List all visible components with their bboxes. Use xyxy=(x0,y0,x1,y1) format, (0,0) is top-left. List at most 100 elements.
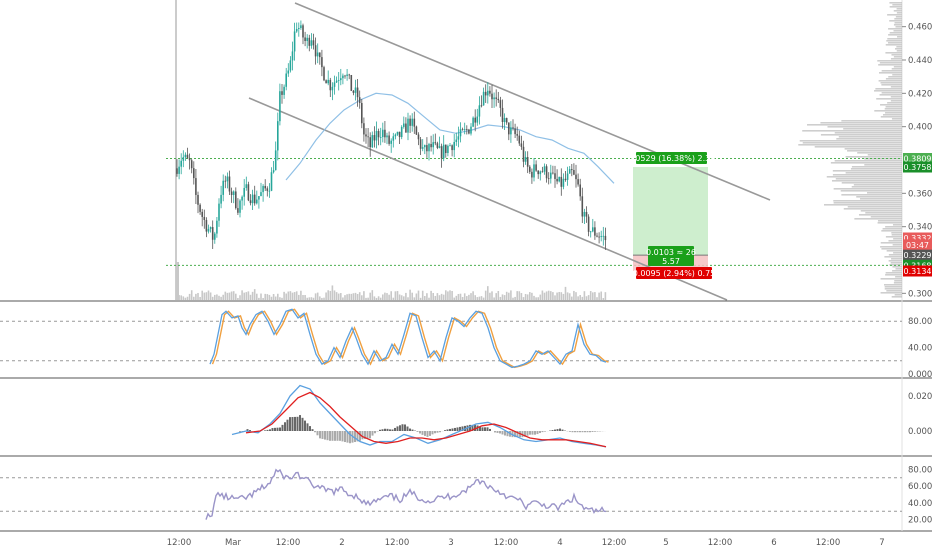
time-tick-label: 12:00 xyxy=(167,538,192,548)
volume-bar xyxy=(424,296,426,300)
candle-body xyxy=(207,228,210,232)
price-tag-label: 0.3134 xyxy=(904,267,932,276)
volume-bar xyxy=(579,295,581,300)
volume-bar xyxy=(394,291,397,300)
candle-body xyxy=(243,187,245,197)
candle-body xyxy=(277,121,279,151)
volume-bar xyxy=(333,290,336,300)
volume-profile-bar xyxy=(881,92,902,94)
macd-histogram-bar xyxy=(579,431,581,433)
candle-body xyxy=(293,31,296,52)
volume-bar xyxy=(524,293,527,300)
candle-body xyxy=(445,144,447,154)
candle-body xyxy=(270,172,273,191)
macd-histogram-bar xyxy=(574,431,576,433)
volume-profile-bar xyxy=(895,48,902,50)
volume-bar xyxy=(348,293,350,300)
macd-histogram-bar xyxy=(536,431,539,435)
volume-bar xyxy=(186,296,189,300)
candle-body xyxy=(323,67,325,81)
price-tag-label: 0.3758 xyxy=(904,163,932,172)
candle-body xyxy=(449,145,451,147)
volume-profile-bar xyxy=(851,166,902,168)
candle-body xyxy=(583,211,586,217)
candle-body xyxy=(220,194,222,204)
candle-body xyxy=(340,78,342,81)
candle-body xyxy=(314,45,317,57)
candle-body xyxy=(304,37,306,42)
volume-bar xyxy=(447,291,449,300)
candle-body xyxy=(327,79,329,84)
candle-body xyxy=(350,75,353,91)
candle-body xyxy=(224,180,227,182)
macd-histogram-bar xyxy=(286,419,289,431)
volume-profile-bar xyxy=(882,114,902,116)
price-tag-bg xyxy=(903,153,932,164)
volume-bar xyxy=(545,291,548,300)
candle-body xyxy=(289,60,292,71)
candle-body xyxy=(560,176,563,187)
candle-body xyxy=(564,178,567,180)
macd-histogram-bar xyxy=(291,417,294,431)
candle-body xyxy=(394,134,397,137)
candle-body xyxy=(214,233,216,240)
target-label: 0.0529 (16.38%) 2.38 xyxy=(628,154,716,163)
candle-body xyxy=(308,37,311,46)
candle-body xyxy=(415,126,418,135)
volume-bar xyxy=(587,295,590,300)
price-tag-label: 03:47 xyxy=(906,241,929,250)
macd-histogram-bar xyxy=(326,431,329,441)
volume-profile-bar xyxy=(894,18,902,20)
volume-bar xyxy=(335,292,338,300)
price-tags: 0.38090.37580.333203:470.32290.31680.313… xyxy=(903,153,932,277)
volume-profile-bar xyxy=(881,70,902,72)
volume-profile-bar xyxy=(878,64,902,66)
volume-profile-bar xyxy=(880,292,902,294)
volume-bar xyxy=(495,293,497,300)
volume-profile-bar xyxy=(886,40,902,42)
descending-channel[interactable] xyxy=(248,2,771,301)
volume-profile-bar xyxy=(879,94,902,96)
candle-body xyxy=(596,235,598,237)
volume-bar xyxy=(249,294,252,300)
volume-bar xyxy=(560,292,563,300)
candle-body xyxy=(577,179,579,185)
volume-bar xyxy=(308,297,311,300)
volume-bar xyxy=(589,291,592,300)
candle-body xyxy=(592,227,594,232)
time-axis[interactable]: 12:00 Mar 12:00 2 12:00 3 12:00 4 12:00 5 12:00 6 12… xyxy=(167,538,885,548)
volume-profile-bar xyxy=(892,4,902,6)
candle-body xyxy=(457,136,460,140)
candle-body xyxy=(295,29,298,32)
candle-body xyxy=(306,37,308,42)
macd-histogram-bar xyxy=(336,431,339,441)
candle-body xyxy=(417,134,420,140)
price-panel[interactable]: 0.0529 (16.38%) 2.38 0.0103 ≈ 265.57 0.009… xyxy=(166,2,902,301)
volume-bar xyxy=(291,292,294,300)
candle-body xyxy=(211,227,214,240)
candle-body xyxy=(571,169,573,171)
volume-bar xyxy=(510,290,512,300)
candle-body xyxy=(508,122,510,135)
volume-profile-bar xyxy=(884,256,902,258)
volume-bar xyxy=(367,297,369,300)
macd-histogram-bar xyxy=(544,431,546,432)
candle-body xyxy=(482,91,485,106)
candle-body xyxy=(232,191,235,195)
candle-body xyxy=(413,118,416,127)
candle-body xyxy=(491,93,493,100)
candle-body xyxy=(535,164,537,171)
macd-histogram-bar xyxy=(396,426,399,431)
candle-body xyxy=(193,168,195,179)
volume-profile-bar xyxy=(884,286,902,288)
volume-bar xyxy=(293,292,296,300)
volume-bar xyxy=(205,292,208,300)
candle-body xyxy=(432,142,434,148)
volume-bar xyxy=(407,297,409,300)
